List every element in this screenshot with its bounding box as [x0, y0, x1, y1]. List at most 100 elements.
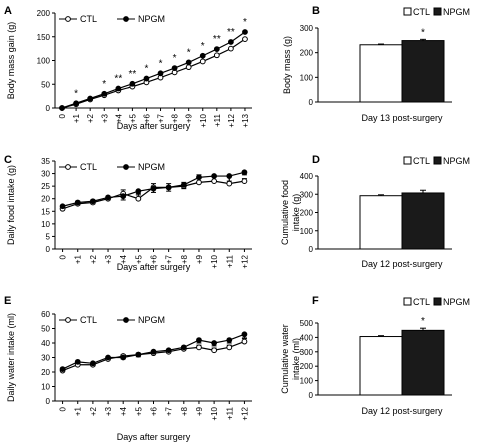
data-point-npgm — [120, 193, 127, 200]
significance-marker: * — [421, 316, 425, 327]
x-axis-title: Day 12 post-surgery — [361, 406, 443, 416]
x-tick-label: +4 — [114, 113, 123, 123]
y-tick-label: 150 — [37, 33, 51, 42]
y-tick-label: 200 — [300, 209, 314, 218]
data-point-npgm — [120, 354, 127, 361]
significance-marker: * — [74, 88, 78, 99]
x-tick-label: +6 — [150, 254, 159, 264]
legend-label-ctl: CTL — [80, 315, 97, 325]
bar-ctl — [359, 195, 403, 250]
x-axis-title: Day 13 post-surgery — [361, 113, 443, 123]
legend-label-ctl: CTL — [80, 14, 97, 24]
data-point-npgm — [211, 340, 218, 346]
panel-letter-c: C — [4, 154, 12, 166]
x-tick-label: +12 — [227, 113, 236, 127]
y-tick-label: 25 — [41, 182, 50, 191]
y-tick-label: 200 — [37, 9, 51, 18]
x-tick-label: +8 — [180, 406, 189, 416]
x-tick-label: +6 — [150, 406, 159, 416]
legend-label-ctl: CTL — [413, 156, 430, 166]
x-tick-label: +10 — [210, 406, 219, 420]
data-point-npgm — [213, 46, 220, 52]
data-point-npgm — [241, 331, 248, 338]
y-axis-title: Daily food intake (g) — [6, 165, 16, 245]
x-tick-label: 0 — [58, 113, 67, 118]
x-tick-label: +5 — [134, 254, 143, 264]
data-point-ctl — [196, 179, 202, 186]
data-point-npgm — [199, 52, 206, 59]
data-point-ctl — [211, 178, 218, 185]
y-tick-label: 60 — [41, 310, 50, 319]
x-tick-label: 0 — [59, 406, 68, 411]
significance-marker: ** — [128, 69, 136, 80]
x-tick-label: +11 — [213, 113, 222, 127]
y-tick-label: 300 — [300, 24, 314, 33]
data-point-npgm — [73, 100, 80, 107]
y-tick-label: 15 — [41, 207, 50, 216]
y-tick-label: 400 — [300, 172, 314, 181]
x-tick-label: +2 — [89, 254, 98, 264]
y-tick-label: 100 — [37, 57, 51, 66]
legend-marker-ctl — [65, 317, 71, 323]
x-tick-label: +7 — [157, 113, 166, 123]
legend-marker-npgm — [123, 317, 129, 323]
legend-marker-ctl — [65, 16, 71, 22]
data-point-ctl — [199, 58, 206, 65]
x-tick-label: +9 — [195, 254, 204, 264]
data-point-npgm — [129, 80, 136, 87]
legend-swatch-ctl — [403, 297, 412, 306]
bar-npgm — [401, 329, 445, 396]
y-tick-label: 10 — [41, 220, 50, 229]
data-point-npgm — [196, 337, 202, 344]
data-point-npgm — [226, 337, 233, 344]
panel-letter-e: E — [4, 295, 11, 307]
data-point-npgm — [165, 347, 172, 354]
significance-marker: ** — [213, 34, 221, 45]
y-tick-label: 300 — [300, 348, 314, 357]
bar-npgm — [401, 192, 445, 250]
legend-label-ctl: CTL — [413, 297, 430, 307]
panel-letter-b: B — [312, 5, 320, 17]
significance-marker: * — [201, 41, 205, 52]
x-tick-label: +1 — [74, 406, 83, 416]
y-tick-label: 50 — [41, 80, 50, 89]
y-axis-title: Cumulative waterintake (ml) — [280, 324, 301, 394]
data-point-npgm — [150, 185, 157, 192]
legend-label-npgm: NPGM — [443, 297, 470, 307]
legend-swatch-ctl — [403, 156, 412, 165]
x-tick-label: +1 — [74, 254, 83, 264]
x-tick-label: +9 — [185, 113, 194, 123]
bar-ctl — [359, 44, 403, 103]
data-point-npgm — [135, 351, 142, 358]
significance-marker: ** — [114, 74, 122, 85]
data-point-npgm — [180, 344, 187, 351]
data-point-npgm — [89, 360, 96, 367]
data-point-npgm — [59, 105, 65, 111]
significance-marker: * — [243, 17, 247, 28]
x-tick-label: +3 — [100, 113, 109, 123]
y-tick-label: 30 — [41, 170, 50, 179]
y-tick-label: 30 — [41, 354, 50, 363]
data-point-npgm — [115, 85, 122, 92]
y-tick-label: 35 — [41, 157, 50, 166]
legend-label-npgm: NPGM — [443, 7, 470, 17]
data-point-npgm — [157, 70, 164, 77]
y-tick-label: 0 — [46, 104, 51, 113]
panel-letter-f: F — [312, 295, 319, 307]
data-point-npgm — [241, 169, 248, 176]
legend-swatch-ctl — [403, 7, 412, 16]
x-tick-label: +13 — [241, 113, 250, 127]
legend-swatch-npgm — [433, 297, 442, 306]
y-axis-title: Cumulative foodintake (g) — [280, 180, 301, 245]
data-point-npgm — [105, 354, 111, 361]
data-point-npgm — [143, 75, 150, 82]
significance-marker: * — [421, 27, 425, 38]
y-tick-label: 300 — [300, 190, 314, 199]
significance-marker: * — [145, 64, 149, 75]
legend-label-npgm: NPGM — [138, 162, 165, 172]
data-point-ctl — [211, 347, 218, 354]
panel-letter-d: D — [312, 154, 320, 166]
x-tick-label: +8 — [180, 254, 189, 264]
x-tick-label: +10 — [210, 254, 219, 268]
